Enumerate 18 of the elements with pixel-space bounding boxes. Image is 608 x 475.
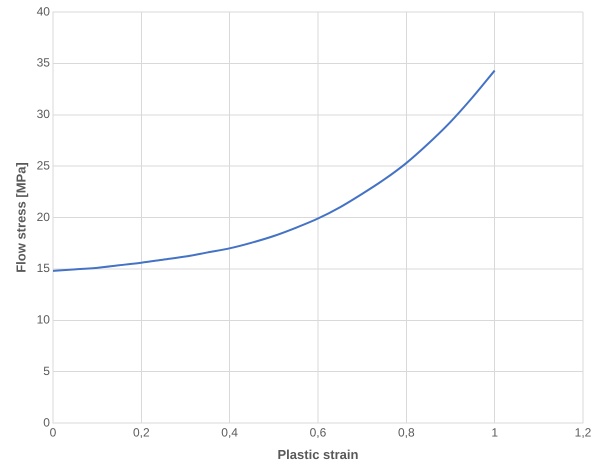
line-series [52,70,496,272]
x-tick-label: 1 [491,426,498,440]
x-tick-label: 0,8 [398,426,415,440]
x-tick-label: 1,2 [574,426,592,440]
y-tick-label: 10 [36,312,50,327]
y-tick-label: 30 [36,107,50,122]
x-tick-label: 0,6 [310,426,327,440]
x-axis-title: Plastic strain [278,446,358,462]
y-tick-label: 20 [36,210,50,224]
y-tick-label: 35 [36,56,50,70]
y-tick-label: 5 [43,364,50,378]
y-tick-label: 40 [36,4,50,18]
x-tick-label: 0,2 [132,426,150,440]
y-tick-label: 15 [36,261,50,276]
y-axis-title: Flow stress [MPa] [13,162,28,273]
y-tick-label: 0 [43,415,50,430]
x-tick-label: 0,4 [221,426,238,440]
y-tick-label: 25 [36,158,50,172]
